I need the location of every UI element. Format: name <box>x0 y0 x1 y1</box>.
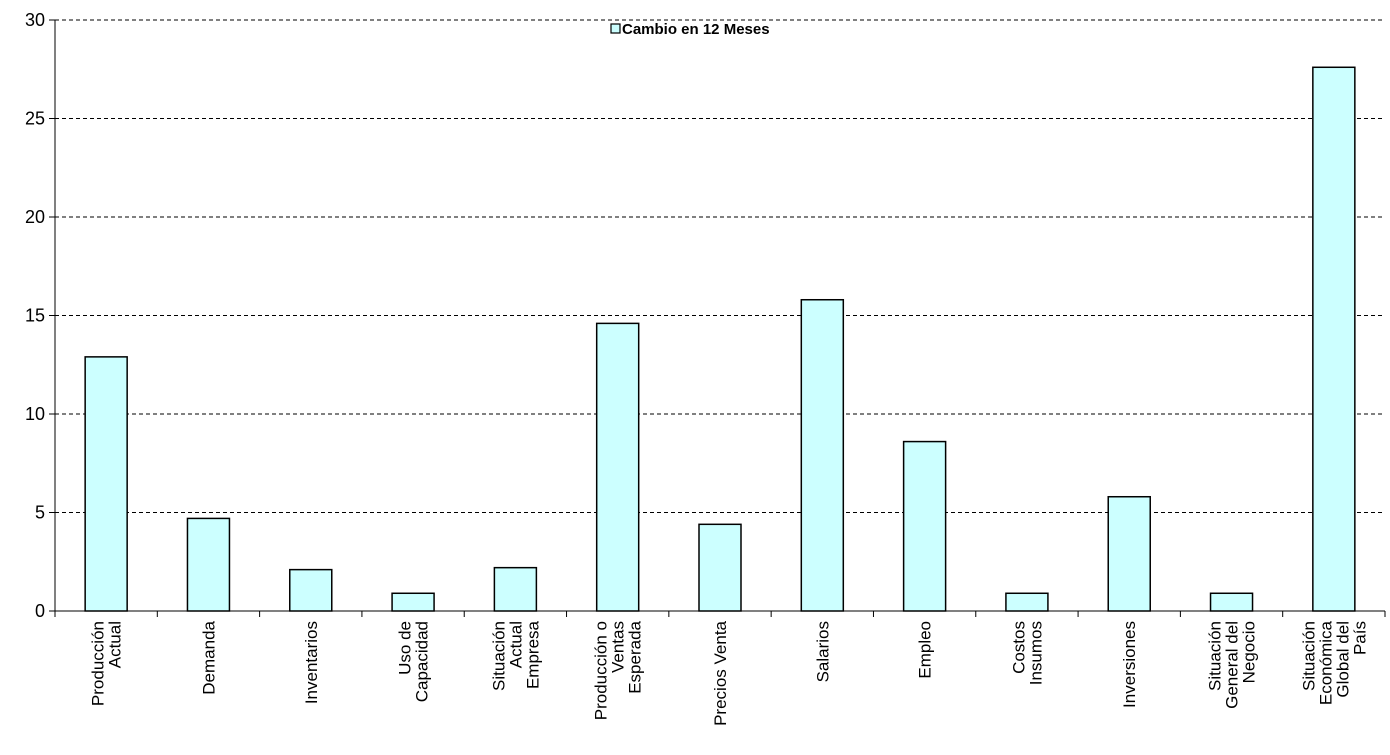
axes <box>49 19 1386 617</box>
category-label-line: Empresa <box>523 620 542 689</box>
category-label-line: Capacidad <box>413 621 432 702</box>
y-tick-label: 0 <box>35 601 45 621</box>
bar <box>493 566 538 612</box>
category-label-line: Producción o <box>592 621 611 720</box>
category-label-line: Insumos <box>1026 621 1045 685</box>
category-label-line: Precios Venta <box>711 620 730 725</box>
category-label-line: Global del <box>1333 621 1352 698</box>
category-label-line: País <box>1350 621 1369 655</box>
category-label-line: Empleo <box>916 621 935 679</box>
category-label-line: Inventarios <box>302 621 321 704</box>
y-tick-label: 20 <box>25 207 45 227</box>
category-label-line: Situación <box>1299 621 1318 691</box>
bar <box>186 517 231 612</box>
bar <box>289 568 333 612</box>
category-label-line: Económica <box>1316 620 1335 705</box>
category-label-line: Producción <box>89 621 108 706</box>
category-label-line: Uso de <box>396 621 415 675</box>
y-tick-label: 15 <box>25 306 45 326</box>
category-label: Empleo <box>916 621 935 679</box>
bar-series <box>84 66 1356 612</box>
category-label: Inversiones <box>1120 621 1139 708</box>
bar <box>391 592 435 612</box>
legend-label: Cambio en 12 Meses <box>622 21 770 38</box>
category-label: Inventarios <box>302 621 321 704</box>
y-tick-label: 5 <box>35 503 45 523</box>
bar <box>1312 66 1356 612</box>
bar <box>1107 495 1151 612</box>
bar <box>902 440 947 612</box>
category-label-line: Ventas <box>609 621 628 673</box>
category-label: Salarios <box>813 621 832 682</box>
bar <box>698 523 742 612</box>
bar <box>800 298 845 612</box>
y-tick-label: 25 <box>25 109 45 129</box>
bar <box>84 356 128 612</box>
category-label: Precios Venta <box>711 620 730 725</box>
category-label: Demanda <box>199 620 218 694</box>
category-label-line: Situación <box>1206 621 1225 691</box>
category-label-line: Negocio <box>1240 621 1259 683</box>
category-label-line: Costos <box>1009 621 1028 674</box>
legend-swatch <box>610 23 621 34</box>
category-label-line: Esperada <box>626 620 645 693</box>
y-tick-labels: 0 5 10 15 20 25 30 <box>25 10 45 621</box>
category-label-line: Actual <box>506 621 525 668</box>
category-label-line: General del <box>1223 621 1242 709</box>
category-label-line: Demanda <box>199 620 218 694</box>
category-label-line: Situación <box>489 621 508 691</box>
bar <box>1209 592 1254 612</box>
y-tick-label: 30 <box>25 10 45 30</box>
category-label-line: Inversiones <box>1120 621 1139 708</box>
category-label-line: Actual <box>106 621 125 668</box>
grid-lines <box>55 19 1385 513</box>
y-tick-label: 10 <box>25 404 45 424</box>
bar <box>595 322 640 612</box>
legend: Cambio en 12 Meses <box>610 21 770 38</box>
category-label-line: Salarios <box>813 621 832 682</box>
bar <box>1005 592 1049 612</box>
